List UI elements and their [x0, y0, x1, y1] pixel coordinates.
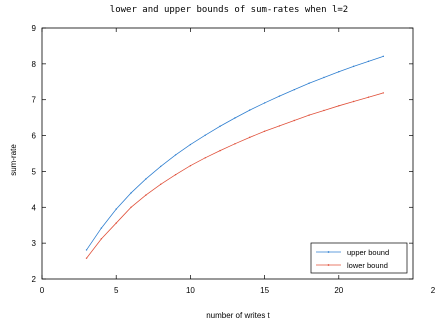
data-point-lower-bound: [382, 92, 385, 94]
data-point-upper-bound: [174, 154, 177, 156]
data-point-upper-bound: [100, 227, 103, 229]
data-point-lower-bound: [160, 183, 162, 186]
data-point-upper-bound: [189, 143, 192, 146]
data-point-lower-bound: [189, 164, 192, 167]
chart-title: lower and upper bounds of sum-rates when…: [110, 5, 348, 15]
data-point-upper-bound: [85, 249, 88, 251]
legend-box: [310, 242, 408, 274]
data-point-lower-bound: [130, 206, 132, 208]
y-tick-label: 4: [32, 203, 37, 212]
data-point-upper-bound: [263, 102, 266, 104]
legend-marker-upper-bound: [327, 251, 330, 253]
data-point-lower-bound: [174, 173, 177, 176]
axis-ticks: 0 5 10 15 20 2 2 3 4 5 6 7 8 9: [32, 24, 436, 295]
data-point-upper-bound: [130, 192, 132, 194]
plot-frame: [41, 27, 414, 280]
data-point-lower-bound: [204, 157, 206, 159]
data-point-lower-bound: [278, 125, 281, 127]
data-point-upper-bound: [145, 178, 147, 180]
x-tick-label-right-edge: 2: [431, 286, 436, 295]
x-axis-label: number of writes t: [206, 311, 270, 320]
data-point-lower-bound: [100, 238, 103, 240]
data-point-upper-bound: [367, 60, 370, 63]
x-tick-label: 5: [114, 286, 119, 295]
data-point-lower-bound: [249, 136, 251, 139]
data-point-upper-bound: [234, 117, 236, 119]
data-point-upper-bound: [115, 208, 117, 210]
y-tick-label: 2: [32, 275, 37, 284]
data-point-upper-bound: [293, 88, 295, 91]
series-layer: [85, 55, 385, 259]
y-tick-label: 6: [32, 132, 37, 141]
data-point-upper-bound: [204, 134, 206, 136]
legend-label-upper-bound: upper bound: [347, 248, 389, 257]
data-point-upper-bound: [160, 165, 162, 168]
data-point-lower-bound: [234, 143, 236, 145]
data-point-lower-bound: [219, 149, 221, 152]
data-point-lower-bound: [85, 257, 88, 259]
y-tick-label: 3: [32, 239, 37, 248]
x-tick-label: 15: [260, 286, 269, 295]
data-point-lower-bound: [338, 105, 340, 107]
y-tick-label: 9: [32, 24, 37, 33]
data-point-upper-bound: [338, 71, 340, 73]
y-tick-label: 5: [32, 167, 37, 176]
data-point-upper-bound: [219, 125, 221, 127]
y-tick-label: 7: [32, 96, 37, 105]
x-tick-label: 0: [40, 286, 45, 295]
data-point-lower-bound: [323, 109, 325, 112]
y-axis-label: sum-rate: [9, 144, 18, 176]
data-point-lower-bound: [308, 114, 310, 116]
data-point-lower-bound: [293, 119, 295, 122]
data-point-upper-bound: [323, 76, 325, 79]
x-tick-label: 10: [186, 286, 195, 295]
legend-label-lower-bound: lower bound: [347, 261, 388, 270]
data-point-upper-bound: [308, 82, 310, 84]
data-point-upper-bound: [278, 95, 281, 97]
data-point-upper-bound: [249, 109, 251, 111]
data-point-lower-bound: [352, 100, 355, 103]
data-point-lower-bound: [263, 130, 266, 132]
data-point-upper-bound: [382, 55, 385, 58]
series-line-upper-bound: [86, 55, 384, 251]
legend-marker-lower-bound: [327, 264, 330, 266]
data-point-lower-bound: [115, 222, 117, 224]
data-point-upper-bound: [352, 65, 355, 68]
y-tick-label: 8: [32, 60, 37, 69]
data-point-lower-bound: [367, 96, 370, 98]
x-tick-label: 20: [334, 286, 343, 295]
legend: upper bound lower bound: [310, 242, 408, 274]
data-point-lower-bound: [145, 194, 147, 196]
